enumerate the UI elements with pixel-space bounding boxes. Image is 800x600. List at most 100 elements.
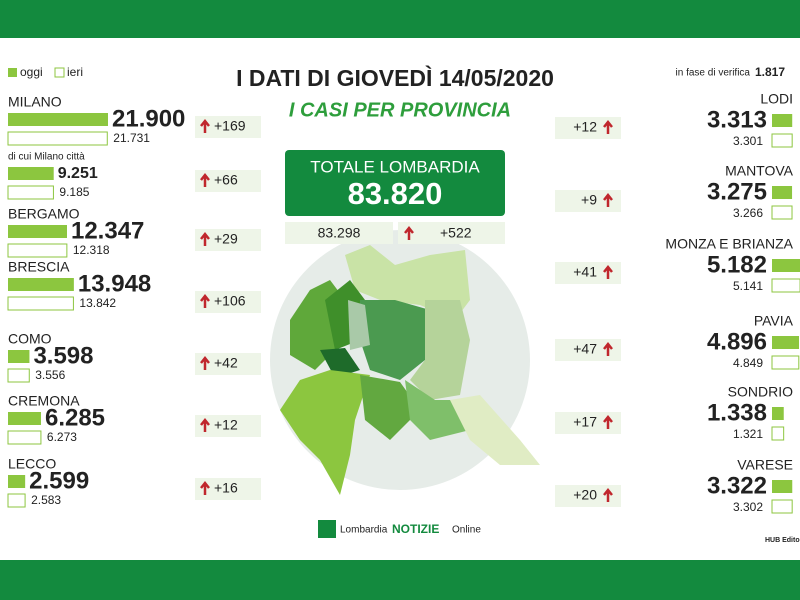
bar-today <box>772 186 793 199</box>
bar-today <box>8 278 74 291</box>
bar-yesterday <box>771 205 793 220</box>
value-today: 13.948 <box>78 270 151 297</box>
value-yesterday: 1.321 <box>733 427 763 441</box>
bar-today <box>772 336 800 349</box>
value-yesterday: 6.273 <box>47 430 77 444</box>
region <box>450 395 540 465</box>
total-label: TOTALE LOMBARDIA <box>310 157 480 176</box>
bar-today <box>772 114 793 127</box>
value-yesterday: 2.583 <box>31 493 61 507</box>
province-name: VARESE <box>737 457 793 473</box>
bar-yesterday <box>771 499 793 514</box>
bar-today <box>8 412 41 425</box>
total-yesterday: 83.298 <box>318 225 361 241</box>
bar-yesterday <box>7 493 26 508</box>
value-today: 5.182 <box>707 251 767 278</box>
change: +169 <box>214 118 246 134</box>
bar-yesterday <box>7 368 30 383</box>
change: +29 <box>214 231 238 247</box>
bar-yesterday <box>7 430 42 445</box>
province-name: BERGAMO <box>8 206 80 222</box>
change: +12 <box>573 119 597 135</box>
bar-today <box>8 167 54 180</box>
value-today: 3.322 <box>707 472 767 499</box>
change-box <box>195 478 261 500</box>
change: +16 <box>214 480 238 496</box>
top-band <box>0 0 800 38</box>
region <box>405 380 470 440</box>
bar-yesterday <box>7 296 74 311</box>
bar-yesterday <box>771 355 800 370</box>
province-name: COMO <box>8 331 52 347</box>
value-today: 3.598 <box>33 342 93 369</box>
subtitle: I CASI PER PROVINCIA <box>289 99 511 121</box>
change-box <box>555 190 621 212</box>
arrow-up <box>603 414 613 429</box>
change: +20 <box>573 487 597 503</box>
bar-yesterday <box>771 133 793 148</box>
bar-yesterday <box>7 131 108 146</box>
bar-yesterday <box>771 278 800 293</box>
value-today: 4.896 <box>707 328 767 355</box>
arrow-up <box>200 417 210 432</box>
change: +12 <box>214 417 238 433</box>
value-today: 3.313 <box>707 106 767 133</box>
bar-yesterday <box>7 243 68 258</box>
arrow-up <box>603 487 613 502</box>
change-box <box>195 170 261 192</box>
total-change-box <box>398 222 505 244</box>
province-name: PAVIA <box>754 313 794 329</box>
arrow-up <box>603 341 613 356</box>
change-box <box>195 116 261 138</box>
change-box <box>555 262 621 284</box>
change-box <box>195 415 261 437</box>
credit: HUB Edito <box>765 537 800 544</box>
region <box>320 348 360 378</box>
value-yesterday: 9.185 <box>59 185 89 199</box>
bar-today <box>8 475 26 488</box>
legend-yesterday: ieri <box>67 65 83 79</box>
change: +106 <box>214 293 246 309</box>
change-box <box>555 412 621 434</box>
arrow-up <box>603 119 613 134</box>
value-today: 12.347 <box>71 217 144 244</box>
total-box <box>285 150 505 216</box>
bar-today <box>772 480 793 493</box>
brand-part: NOTIZIE <box>392 522 439 536</box>
legend-swatch-yesterday <box>54 67 65 78</box>
value-yesterday: 3.556 <box>35 368 65 382</box>
change-box <box>195 291 261 313</box>
province-name: MILANO <box>8 94 62 110</box>
province-name: LODI <box>760 91 793 107</box>
value-today: 2.599 <box>29 467 89 494</box>
change: +17 <box>573 414 597 430</box>
value-today: 3.275 <box>707 178 767 205</box>
total-change: +522 <box>440 225 472 241</box>
value-yesterday: 3.302 <box>733 500 763 514</box>
region <box>360 300 430 380</box>
province-name: di cui Milano città <box>8 152 85 163</box>
arrow-up <box>200 355 210 370</box>
legend-swatch-today <box>8 68 17 77</box>
brand-part: Lombardia <box>340 525 388 536</box>
change-box <box>555 117 621 139</box>
arrow-up <box>200 293 210 308</box>
bar-yesterday <box>7 185 54 200</box>
change: +9 <box>581 192 597 208</box>
total-today: 83.820 <box>348 176 443 211</box>
value-yesterday: 3.301 <box>733 134 763 148</box>
legend-today: oggi <box>20 65 43 79</box>
region <box>348 300 370 350</box>
bar-today <box>8 350 30 363</box>
arrow-up <box>200 231 210 246</box>
value-yesterday: 13.842 <box>79 296 116 310</box>
arrow-up <box>200 172 210 187</box>
arrow-up <box>200 480 210 495</box>
bottom-band <box>0 560 800 600</box>
bar-today <box>8 225 67 238</box>
province-name: LECCO <box>8 456 56 472</box>
total-yesterday-box <box>285 222 393 244</box>
bar-today <box>8 113 108 126</box>
title: I DATI DI GIOVEDÌ 14/05/2020 <box>236 64 554 91</box>
